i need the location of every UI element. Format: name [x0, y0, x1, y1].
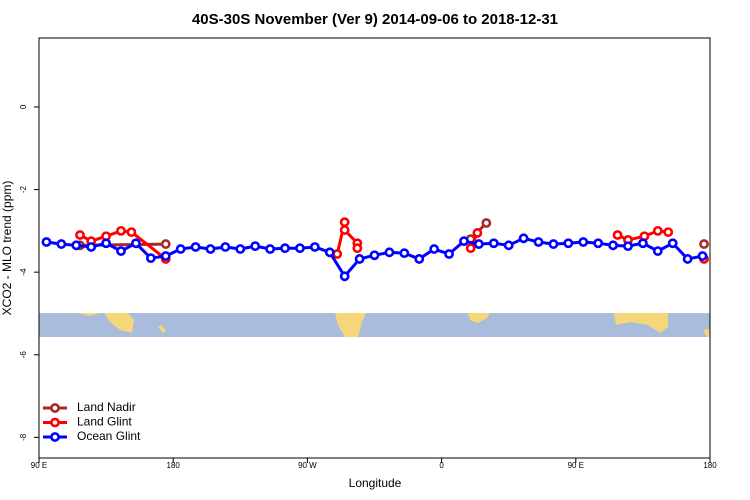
point — [339, 271, 350, 282]
point — [145, 253, 156, 264]
point — [459, 236, 469, 247]
point — [160, 239, 171, 249]
point — [126, 227, 137, 238]
x-tick-label: 90 E — [568, 461, 584, 470]
x-tick-label: 180 — [703, 461, 717, 470]
y-tick-label: -8 — [19, 433, 28, 441]
point — [339, 225, 350, 235]
point — [699, 239, 709, 249]
x-tick-label: 180 — [167, 461, 181, 470]
point — [578, 237, 589, 247]
point — [488, 238, 499, 249]
point — [250, 241, 261, 252]
point — [116, 225, 126, 236]
point — [324, 247, 335, 258]
y-tick-label: -4 — [19, 268, 28, 276]
point — [399, 248, 410, 259]
point — [220, 242, 231, 252]
y-axis-label: XCO2 - MLO trend (ppm) — [0, 181, 14, 316]
point — [663, 227, 674, 238]
point — [339, 217, 350, 228]
legend-label: Land Glint — [77, 415, 132, 429]
point — [533, 237, 544, 247]
point — [563, 238, 574, 249]
point — [205, 244, 216, 254]
point — [518, 233, 529, 244]
point — [481, 218, 492, 228]
y-tick-label: 0 — [19, 104, 28, 109]
point — [652, 246, 663, 256]
plot-frame — [38, 37, 711, 459]
legend-marker — [50, 403, 60, 413]
point — [667, 238, 678, 249]
point — [265, 244, 276, 254]
legend-marker — [50, 432, 60, 442]
point — [190, 242, 201, 252]
point — [593, 238, 604, 249]
point — [465, 243, 476, 254]
point — [56, 239, 67, 249]
point — [414, 254, 425, 264]
point — [86, 242, 97, 252]
point — [384, 247, 395, 258]
x-tick-label: 90 E — [31, 461, 47, 470]
point — [682, 254, 693, 264]
point — [354, 254, 365, 264]
point — [429, 244, 440, 254]
point — [309, 242, 320, 252]
point — [503, 240, 514, 251]
map-strip — [39, 313, 710, 337]
point — [116, 246, 126, 256]
point — [280, 243, 290, 254]
point — [175, 244, 186, 254]
point — [608, 240, 618, 251]
point — [41, 237, 52, 247]
point — [71, 240, 82, 251]
point — [352, 243, 363, 254]
x-tick-label: 0 — [439, 461, 444, 470]
point — [235, 244, 246, 254]
legend-label: Land Nadir — [77, 400, 136, 414]
y-tick-label: -2 — [19, 185, 28, 193]
point — [160, 251, 171, 261]
point — [652, 225, 663, 236]
legend-marker — [50, 417, 60, 428]
y-tick-label: -6 — [19, 351, 28, 359]
point — [369, 250, 380, 261]
x-axis-label: Longitude — [349, 476, 402, 490]
point — [295, 243, 305, 254]
point — [101, 238, 111, 249]
point — [638, 238, 648, 249]
point — [612, 230, 623, 240]
point — [472, 228, 483, 238]
x-tick-label: 90 W — [298, 461, 317, 470]
point — [623, 241, 633, 252]
point — [697, 251, 708, 261]
point — [548, 239, 559, 249]
point — [473, 239, 484, 249]
point — [332, 249, 343, 259]
legend-label: Ocean Glint — [77, 429, 141, 443]
point — [444, 249, 454, 259]
point — [75, 230, 85, 240]
point — [131, 238, 141, 249]
chart-title: 40S-30S November (Ver 9) 2014-09-06 to 2… — [192, 11, 558, 28]
